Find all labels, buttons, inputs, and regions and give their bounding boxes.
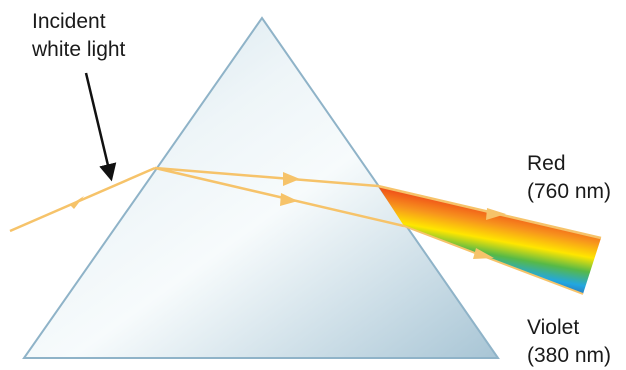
incident-light-label: Incident white light xyxy=(32,8,125,64)
emergent-ray-violet-arrowhead xyxy=(473,248,494,259)
incident-label-line2: white light xyxy=(32,38,126,61)
incident-ray-arrowhead xyxy=(70,196,84,209)
red-wavelength: (760 nm) xyxy=(527,180,612,203)
emergent-ray-red-arrowhead xyxy=(486,208,506,220)
violet-label: Violet (380 nm) xyxy=(527,314,611,370)
incident-ray xyxy=(9,166,156,233)
violet-name: Violet xyxy=(527,316,580,339)
prism xyxy=(22,16,500,359)
spectrum-band xyxy=(378,186,601,294)
spectrum-lower-edge xyxy=(403,225,584,295)
refracted-ray-red xyxy=(154,166,379,188)
violet-wavelength: (380 nm) xyxy=(527,344,612,367)
refracted-ray-violet-arrowhead xyxy=(280,193,298,206)
red-label: Red (760 nm) xyxy=(527,150,611,206)
red-name: Red xyxy=(527,152,566,175)
refracted-ray-red-arrowhead xyxy=(283,172,300,186)
incident-label-line1: Incident xyxy=(32,10,106,33)
refracted-ray-violet xyxy=(154,166,405,228)
incident-label-pointer xyxy=(84,72,117,182)
